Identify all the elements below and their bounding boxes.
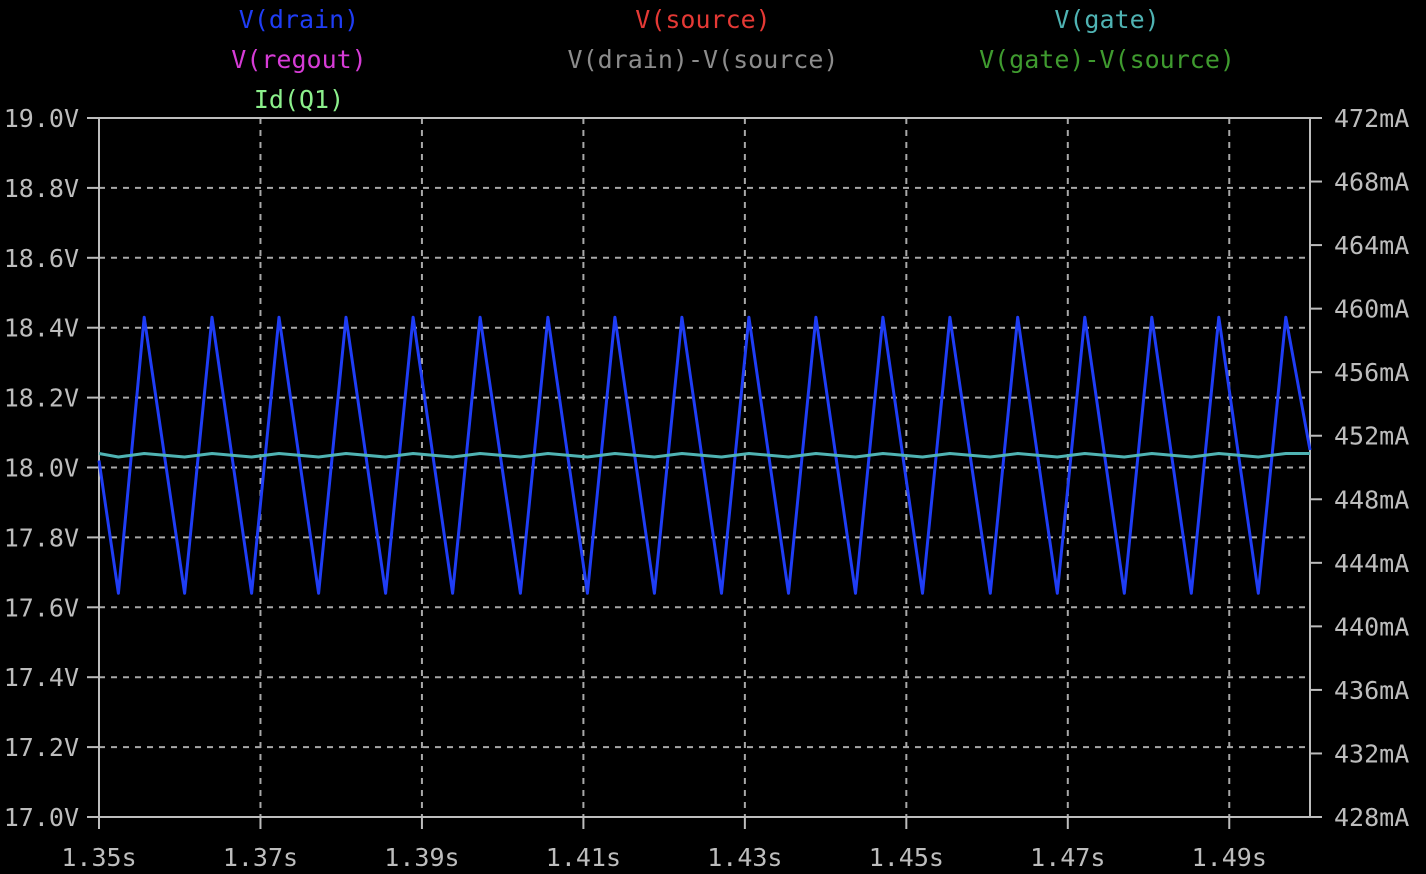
y-right-tick-label: 444mA [1334,549,1409,578]
x-tick-label: 1.45s [869,843,944,872]
x-tick-label: 1.41s [546,843,621,872]
y-right-tick-label: 468mA [1334,168,1409,197]
y-left-tick-label: 18.2V [4,384,79,413]
legend-entry-v-gate[interactable]: V(gate) [1054,5,1159,34]
legend-entry-v-gate-minus-v-source[interactable]: V(gate)-V(source) [979,45,1235,74]
legend: V(drain) V(source) V(gate) V(regout) V(d… [231,5,1235,114]
y-left-tick-label: 18.0V [4,454,79,483]
x-tick-label: 1.47s [1030,843,1105,872]
y-left-tick-label: 17.8V [4,523,79,552]
y-left-tick-label: 19.0V [4,104,79,133]
trace-v-gate[interactable] [98,452,1310,459]
y-right-tick-label: 436mA [1334,676,1409,705]
y-left-tick-label: 18.8V [4,174,79,203]
legend-entry-v-regout[interactable]: V(regout) [231,45,366,74]
y-right-tick-label: 460mA [1334,295,1409,324]
grid [99,118,1310,817]
x-tick-label: 1.39s [384,843,459,872]
y-left-tick-label: 17.6V [4,593,79,622]
y-left-tick-label: 17.2V [4,733,79,762]
y-right-tick-label: 440mA [1334,612,1409,641]
y-right-tick-label: 428mA [1334,803,1409,832]
y-left-tick-label: 17.0V [4,803,79,832]
y-right-tick-label: 464mA [1334,231,1409,260]
x-tick-label: 1.37s [223,843,298,872]
y-right-tick-label: 432mA [1334,739,1409,768]
series-traces [97,315,1312,595]
y-left-tick-label: 17.4V [4,663,79,692]
x-tick-label: 1.35s [61,843,136,872]
y-right-tick-label: 472mA [1334,104,1409,133]
x-tick-label: 1.49s [1192,843,1267,872]
legend-entry-v-source[interactable]: V(source) [635,5,770,34]
y-left-tick-label: 18.6V [4,244,79,273]
legend-entry-id-q1[interactable]: Id(Q1) [254,85,344,114]
y-right-tick-label: 448mA [1334,485,1409,514]
y-right-tick-label: 456mA [1334,358,1409,387]
legend-entry-v-drain-minus-v-source[interactable]: V(drain)-V(source) [568,45,839,74]
y-right-tick-label: 452mA [1334,422,1409,451]
x-tick-label: 1.43s [707,843,782,872]
legend-entry-v-drain[interactable]: V(drain) [239,5,359,34]
y-left-tick-label: 18.4V [4,314,79,343]
